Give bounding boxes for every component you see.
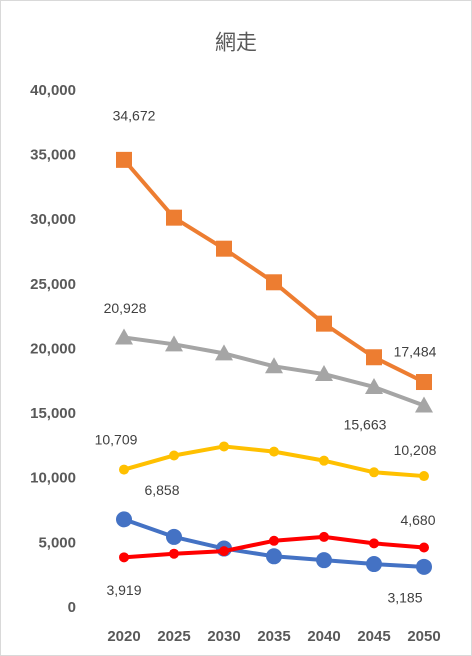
marker	[269, 446, 279, 457]
x-tick-label: 2020	[107, 628, 140, 645]
marker	[269, 535, 279, 546]
marker	[169, 450, 179, 461]
marker	[265, 357, 283, 374]
x-tick-label: 2035	[257, 628, 290, 645]
marker	[115, 328, 133, 345]
marker	[219, 546, 229, 557]
marker	[316, 315, 332, 332]
marker	[366, 349, 382, 366]
data-label: 10,208	[394, 442, 437, 458]
x-tick-label: 2040	[307, 628, 340, 645]
x-tick-label: 2030	[207, 628, 240, 645]
marker	[416, 374, 432, 391]
marker	[415, 396, 433, 413]
y-tick-label: 20,000	[30, 340, 76, 357]
marker	[365, 377, 383, 394]
marker	[319, 455, 329, 466]
data-label: 10,709	[95, 431, 138, 447]
marker	[419, 471, 429, 482]
marker	[116, 151, 132, 168]
y-tick-label: 25,000	[30, 276, 76, 293]
marker	[216, 240, 232, 257]
data-label: 34,672	[113, 108, 156, 124]
marker	[266, 548, 282, 565]
x-tick-label: 2050	[407, 628, 440, 645]
marker	[219, 441, 229, 452]
data-label: 15,663	[344, 416, 387, 432]
data-label: 20,928	[104, 300, 147, 316]
y-tick-label: 35,000	[30, 147, 76, 164]
marker	[165, 335, 183, 352]
y-tick-label: 15,000	[30, 405, 76, 422]
data-label: 6,858	[144, 482, 179, 498]
marker	[166, 528, 182, 545]
marker	[416, 558, 432, 575]
y-tick-label: 40,000	[30, 82, 76, 99]
marker	[119, 464, 129, 475]
marker	[215, 344, 233, 361]
y-tick-label: 30,000	[30, 211, 76, 228]
marker	[315, 365, 333, 382]
chart-title: 網走	[215, 32, 257, 55]
marker	[119, 552, 129, 563]
marker	[116, 511, 132, 528]
y-tick-label: 0	[68, 599, 76, 616]
data-label: 17,484	[394, 344, 437, 360]
marker	[419, 542, 429, 553]
marker	[366, 556, 382, 573]
x-tick-label: 2045	[357, 628, 390, 645]
data-label: 4,680	[400, 512, 435, 528]
y-tick-label: 10,000	[30, 470, 76, 487]
marker	[319, 531, 329, 542]
x-tick-label: 2025	[157, 628, 190, 645]
marker	[266, 274, 282, 291]
data-label: 3,919	[106, 582, 141, 598]
marker	[169, 548, 179, 559]
data-label: 3,185	[387, 590, 422, 606]
marker	[316, 552, 332, 569]
marker	[166, 209, 182, 226]
marker	[369, 538, 379, 549]
marker	[369, 467, 379, 478]
y-tick-label: 5,000	[38, 534, 76, 551]
